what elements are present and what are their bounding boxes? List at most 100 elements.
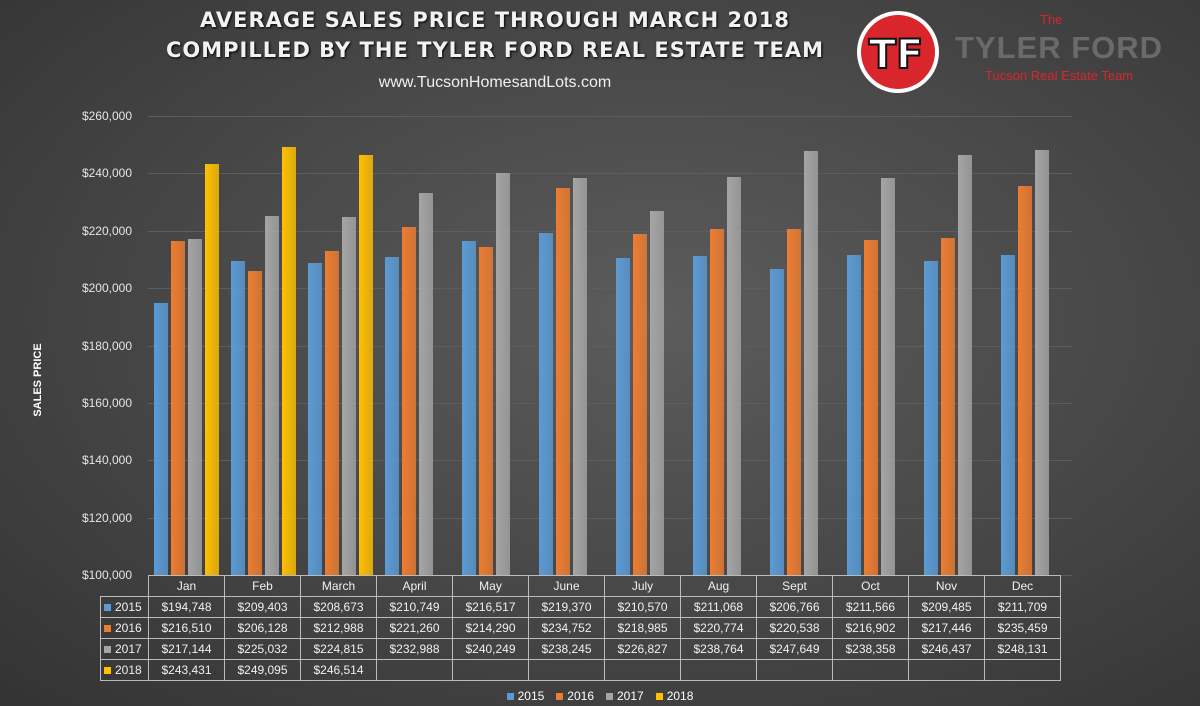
- data-label: $211,709: [984, 596, 1061, 618]
- data-label: $216,517: [452, 596, 529, 618]
- data-label: [984, 659, 1061, 681]
- y-tick-label: $240,000: [81, 166, 132, 181]
- table-row: 2017 $217,144 $225,032 $224,815 $232,988 $240…: [100, 638, 1061, 660]
- data-label: $248,131: [984, 638, 1061, 660]
- table-row: 2018 $243,431 $249,095 $246,514: [100, 659, 1061, 681]
- y-tick-label: $220,000: [81, 223, 132, 238]
- series-row-label: 2018: [100, 659, 149, 681]
- bar-2015-june: [539, 232, 553, 575]
- bar-2017-oct: [881, 178, 895, 575]
- bar-2016-sept: [787, 229, 801, 575]
- bar-2015-sept: [770, 268, 784, 575]
- category-label: Oct: [832, 575, 909, 597]
- category-label: May: [452, 575, 529, 597]
- bar-2016-nov: [941, 238, 955, 575]
- data-label: $210,749: [376, 596, 453, 618]
- legend-swatch: [506, 693, 514, 701]
- bar-2017-april: [419, 193, 433, 575]
- legend-swatch: [556, 693, 564, 701]
- bar-2018-march: [359, 154, 373, 575]
- y-tick-label: $140,000: [81, 453, 132, 468]
- legend-item: 2016: [556, 689, 594, 703]
- category-label: July: [604, 575, 681, 597]
- series-swatch: [104, 646, 111, 654]
- data-label: $216,902: [832, 617, 909, 639]
- data-label: $217,144: [148, 638, 225, 660]
- bar-2016-june: [556, 188, 570, 575]
- data-label: $238,245: [528, 638, 605, 660]
- data-label: [908, 659, 985, 681]
- bar-2017-july: [650, 211, 664, 575]
- brand-name: TYLER FORD: [955, 30, 1164, 65]
- bar-2018-feb: [282, 147, 296, 575]
- legend-item: 2015: [506, 689, 545, 703]
- data-label: $234,752: [528, 617, 605, 639]
- gridline: [148, 460, 1072, 462]
- y-axis-label: SALES PRICE: [32, 343, 44, 417]
- bar-2018-jan: [205, 163, 219, 575]
- category-label: April: [376, 575, 453, 597]
- data-label: [604, 659, 681, 681]
- series-name: 2016: [115, 621, 142, 635]
- data-label: $218,985: [604, 617, 681, 639]
- gridline: [148, 173, 1072, 175]
- bar-2017-feb: [265, 216, 279, 575]
- series-swatch: [104, 667, 111, 675]
- gridline: [148, 517, 1072, 519]
- brand-subtitle: Tucson Real Estate Team: [985, 68, 1134, 83]
- bar-2015-feb: [231, 261, 245, 575]
- bar-2015-aug: [693, 256, 707, 575]
- series-name: 2015: [115, 600, 142, 614]
- gridline: [148, 288, 1072, 290]
- data-label: $220,538: [756, 617, 833, 639]
- data-label: $209,485: [908, 596, 985, 618]
- data-label: $232,988: [376, 638, 453, 660]
- data-label: $226,827: [604, 638, 681, 660]
- bar-2015-nov: [924, 260, 938, 575]
- data-label: $219,370: [528, 596, 605, 618]
- legend-item: 2018: [655, 689, 694, 703]
- data-label: $206,766: [756, 596, 833, 618]
- bar-2016-july: [633, 233, 647, 575]
- data-label: $211,068: [680, 596, 757, 618]
- bar-2017-aug: [727, 176, 741, 575]
- data-label: $214,290: [452, 617, 529, 639]
- data-label: $247,649: [756, 638, 833, 660]
- data-label: $211,566: [832, 596, 909, 618]
- y-tick-label: $200,000: [81, 281, 132, 296]
- data-label: [452, 659, 529, 681]
- bar-2017-sept: [804, 151, 818, 575]
- data-label: [832, 659, 909, 681]
- gridline: [148, 345, 1072, 347]
- data-label: $235,459: [984, 617, 1061, 639]
- category-label: March: [300, 575, 377, 597]
- category-label: Feb: [224, 575, 301, 597]
- data-label: $240,249: [452, 638, 529, 660]
- data-label: $208,673: [300, 596, 377, 618]
- category-label: Sept: [756, 575, 833, 597]
- gridline: [148, 116, 1072, 117]
- bar-2017-may: [496, 172, 510, 575]
- bar-2016-oct: [864, 239, 878, 575]
- data-label: $225,032: [224, 638, 301, 660]
- bar-2015-dec: [1001, 254, 1015, 575]
- bar-2017-nov: [958, 154, 972, 575]
- legend-swatch: [655, 693, 663, 701]
- legend-label: 2018: [666, 689, 694, 703]
- legend-label: 2017: [617, 689, 644, 703]
- bar-2017-jan: [188, 238, 202, 575]
- website-url: www.TucsonHomesandLots.com: [378, 74, 612, 91]
- bar-2015-jan: [154, 303, 168, 575]
- data-label: [528, 659, 605, 681]
- bar-2016-jan: [171, 240, 185, 575]
- data-label: $249,095: [224, 659, 301, 681]
- gridline: [148, 230, 1072, 232]
- data-label: $209,403: [224, 596, 301, 618]
- legend-label: 2015: [517, 689, 545, 703]
- legend-swatch: [606, 693, 613, 701]
- data-label: $194,748: [148, 596, 225, 618]
- bar-2017-june: [573, 178, 587, 575]
- y-tick-label: $260,000: [81, 109, 132, 123]
- data-label: $221,260: [376, 617, 453, 639]
- series-swatch: [104, 625, 111, 633]
